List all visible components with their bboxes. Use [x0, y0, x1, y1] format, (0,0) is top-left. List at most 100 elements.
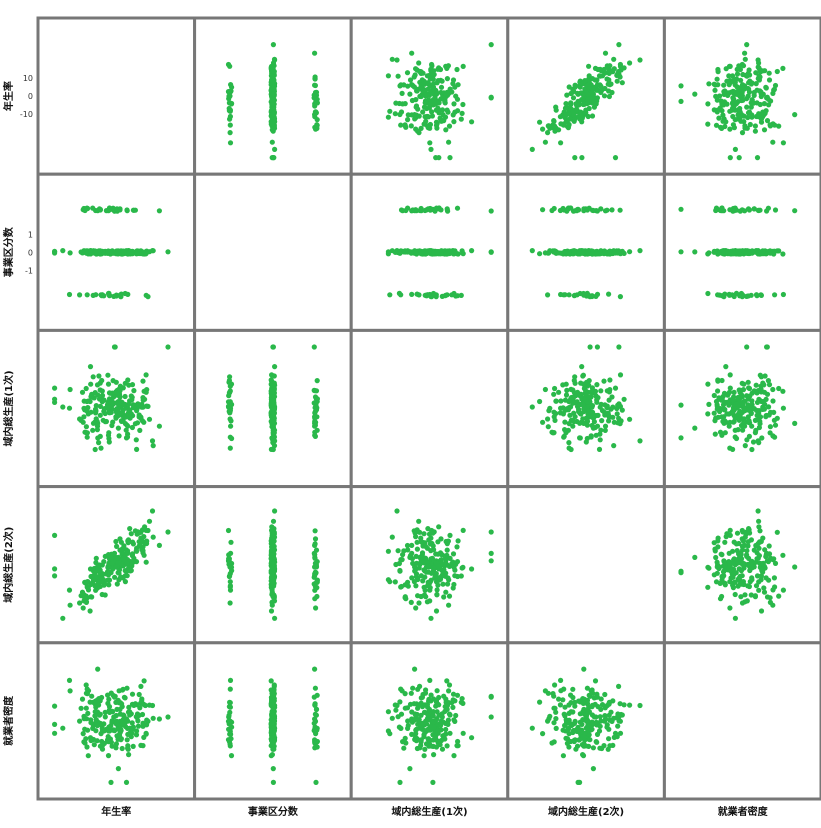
data-point — [227, 583, 233, 589]
data-point — [415, 128, 421, 134]
data-point — [413, 583, 419, 589]
data-point — [89, 693, 95, 699]
data-point — [556, 696, 562, 702]
data-point — [122, 723, 129, 730]
data-point — [440, 581, 446, 587]
data-point — [431, 68, 437, 74]
data-point — [460, 101, 466, 108]
data-point — [597, 437, 603, 443]
data-point — [113, 414, 119, 420]
data-point — [572, 292, 578, 298]
data-point — [545, 123, 551, 129]
data-point — [562, 407, 568, 413]
data-point — [739, 130, 746, 136]
data-point — [88, 573, 94, 580]
data-point — [392, 111, 398, 117]
data-point — [442, 114, 449, 120]
data-point — [124, 208, 130, 214]
data-point — [105, 290, 112, 297]
data-point — [407, 766, 413, 772]
data-point — [739, 600, 746, 606]
data-point — [606, 69, 612, 75]
data-point — [705, 411, 711, 417]
data-point — [760, 560, 766, 566]
data-point — [425, 704, 431, 710]
data-point — [545, 690, 551, 696]
data-point — [397, 111, 403, 118]
data-point — [124, 573, 130, 579]
data-point — [577, 435, 583, 441]
data-point — [81, 716, 87, 722]
data-point — [744, 598, 750, 604]
data-point — [430, 543, 436, 549]
data-point — [227, 63, 233, 69]
data-point — [739, 527, 745, 534]
data-point — [776, 123, 782, 129]
data-point — [408, 690, 414, 696]
data-point — [115, 560, 121, 566]
data-point — [105, 700, 111, 707]
data-point — [80, 605, 86, 611]
data-point — [611, 715, 617, 721]
data-point — [426, 114, 432, 120]
data-point — [405, 249, 411, 255]
data-point — [130, 539, 136, 545]
data-point — [553, 125, 559, 131]
data-point — [395, 73, 401, 79]
data-point — [122, 579, 128, 585]
data-point — [142, 702, 148, 709]
data-point — [124, 422, 130, 428]
data-point — [579, 727, 585, 733]
data-point — [312, 542, 318, 549]
data-point — [435, 105, 441, 111]
data-point — [752, 593, 759, 599]
data-point — [763, 554, 769, 560]
data-point — [637, 248, 643, 254]
data-point — [271, 394, 278, 400]
data-point — [88, 737, 94, 744]
data-point — [411, 579, 417, 585]
data-point — [119, 745, 125, 752]
data-point — [314, 122, 320, 128]
data-point — [719, 432, 725, 438]
data-point — [735, 583, 741, 589]
panel-v3-vs-v4 — [506, 328, 666, 489]
data-point — [737, 93, 743, 100]
data-point — [753, 382, 759, 388]
data-point — [101, 582, 107, 588]
data-point — [756, 518, 762, 524]
data-point — [705, 101, 711, 107]
data-point — [438, 559, 444, 565]
data-point — [407, 91, 413, 97]
data-point — [602, 249, 608, 255]
data-point — [431, 547, 437, 553]
data-point — [413, 738, 419, 744]
data-point — [562, 419, 568, 425]
panel-frame — [36, 16, 197, 176]
data-point — [742, 592, 748, 598]
data-point — [727, 372, 733, 378]
data-point — [96, 373, 102, 379]
data-point — [113, 741, 119, 747]
data-point — [423, 741, 430, 747]
data-point — [113, 538, 119, 545]
data-point — [141, 534, 147, 540]
data-point — [746, 67, 752, 73]
data-point — [614, 78, 620, 84]
data-point — [735, 112, 741, 118]
data-point — [131, 388, 137, 394]
data-point — [720, 112, 726, 118]
data-point — [755, 508, 761, 514]
data-point — [133, 732, 140, 738]
data-point — [227, 600, 233, 606]
data-point — [451, 564, 457, 570]
data-point — [771, 87, 777, 93]
data-point — [312, 685, 318, 691]
data-point — [572, 414, 578, 420]
data-point — [755, 207, 761, 213]
data-point — [271, 411, 277, 417]
data-point — [52, 566, 58, 572]
data-point — [553, 716, 559, 722]
data-point — [67, 250, 73, 256]
